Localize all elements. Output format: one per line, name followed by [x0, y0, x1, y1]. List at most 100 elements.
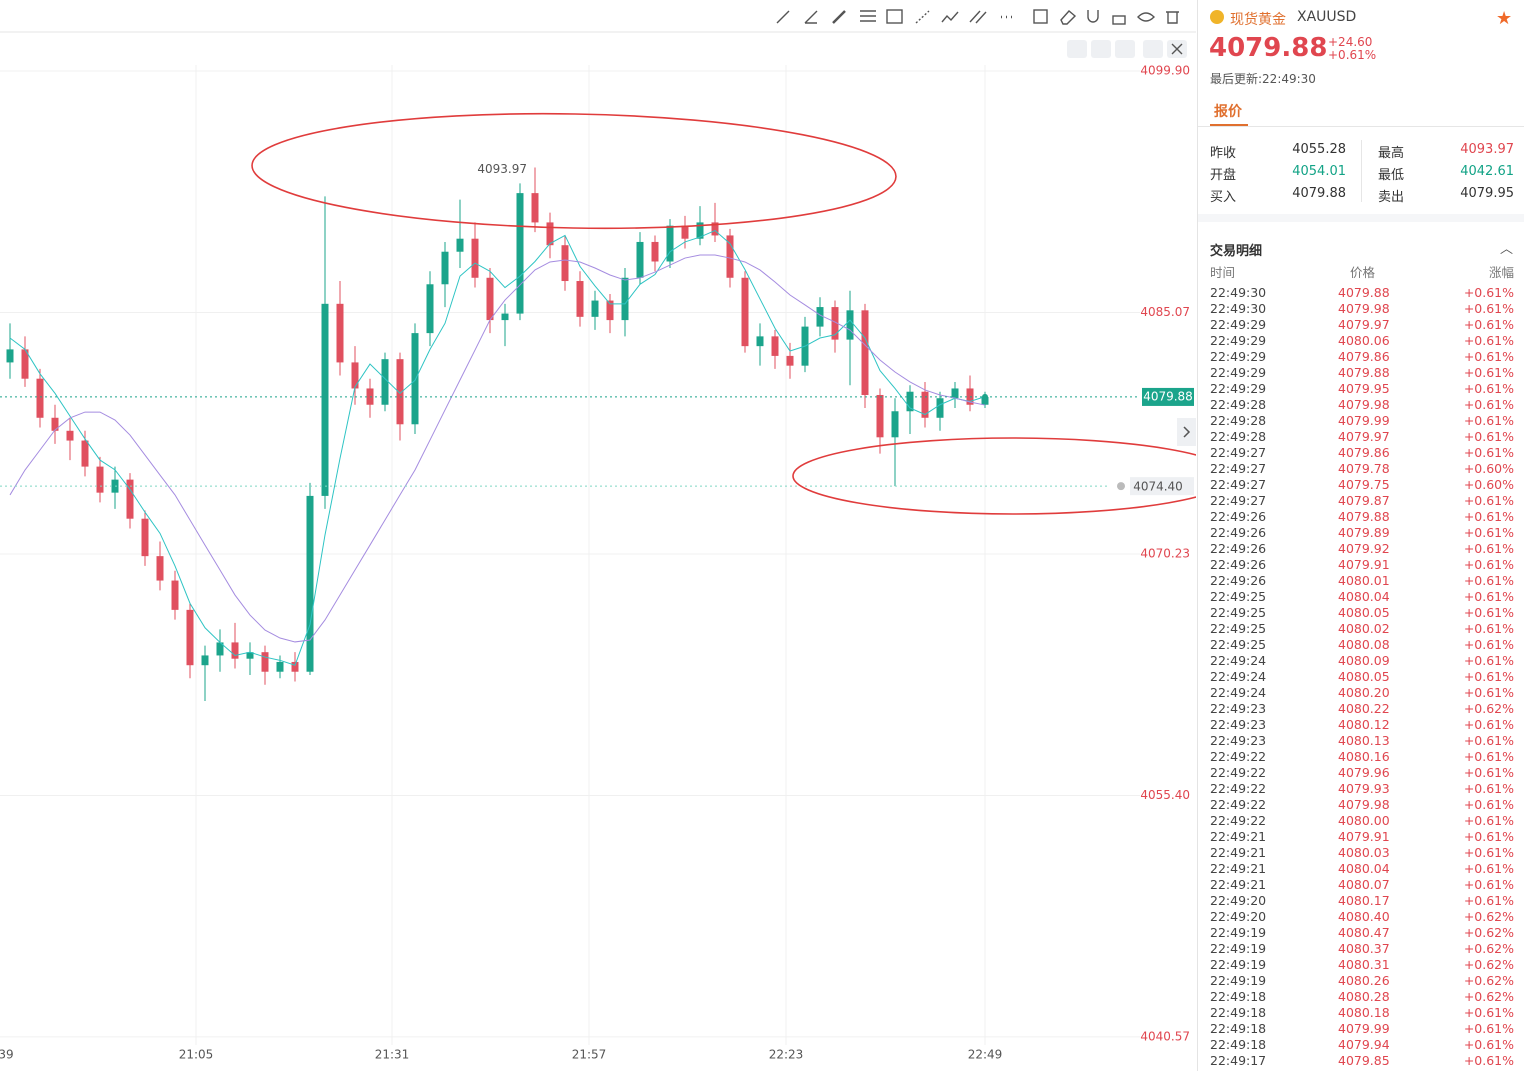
- trade-row: 22:49:30 4079.88 +0.61%: [1210, 285, 1514, 301]
- tool-channel[interactable]: [915, 10, 930, 24]
- trade-cell: 4079.89: [1338, 525, 1390, 540]
- trade-cell: 4080.01: [1338, 573, 1390, 588]
- trade-row: 22:49:22 4079.93 +0.61%: [1210, 781, 1514, 797]
- last-price-dot: [982, 393, 988, 400]
- trade-row: 22:49:27 4079.78 +0.60%: [1210, 461, 1514, 477]
- candle-body: [6, 349, 14, 363]
- candle-body: [21, 349, 29, 379]
- trade-cell: +0.60%: [1463, 477, 1514, 492]
- trade-cell: 4080.09: [1338, 653, 1390, 668]
- tool-segment[interactable]: [832, 10, 846, 24]
- trade-row: 22:49:22 4079.98 +0.61%: [1210, 797, 1514, 813]
- control-button[interactable]: [1067, 40, 1087, 58]
- collapse-icon[interactable]: ︿: [1500, 242, 1514, 257]
- trade-cell: +0.61%: [1463, 669, 1514, 684]
- tool-delete[interactable]: [1166, 11, 1179, 24]
- tool-magnet[interactable]: [1087, 10, 1099, 23]
- trade-row: 22:49:18 4079.94 +0.61%: [1210, 1037, 1514, 1053]
- control-button[interactable]: [1091, 40, 1111, 58]
- trade-cell: 22:49:29: [1210, 349, 1267, 364]
- trade-cell: +0.61%: [1463, 1005, 1514, 1020]
- field-value: 4042.61: [1460, 164, 1514, 179]
- tool-line[interactable]: [776, 10, 790, 24]
- trade-cell: 22:49:26: [1210, 525, 1267, 540]
- trade-cell: 4080.02: [1338, 621, 1390, 636]
- x-tick-label: 21:57: [572, 1048, 607, 1062]
- trade-row: 22:49:19 4080.26 +0.62%: [1210, 973, 1514, 989]
- trade-row: 22:49:18 4080.28 +0.62%: [1210, 989, 1514, 1005]
- tool-wave[interactable]: [941, 11, 959, 23]
- tool-ray[interactable]: [804, 10, 818, 24]
- trade-row: 22:49:29 4079.86 +0.61%: [1210, 349, 1514, 365]
- high-label: 4093.97: [477, 162, 527, 176]
- trade-cell: +0.61%: [1463, 557, 1514, 572]
- trade-cell: +0.61%: [1463, 685, 1514, 700]
- trade-row: 22:49:27 4079.75 +0.60%: [1210, 477, 1514, 493]
- candle-body: [546, 222, 554, 246]
- tool-fib[interactable]: [860, 10, 876, 22]
- candle-body: [771, 336, 779, 356]
- trade-cell: 4080.20: [1338, 685, 1390, 700]
- tool-eye[interactable]: [1137, 12, 1155, 22]
- divider: [1361, 140, 1362, 202]
- candle-body: [861, 310, 869, 395]
- trade-cell: 22:49:28: [1210, 413, 1267, 428]
- candle-body: [501, 313, 509, 321]
- trade-cell: +0.61%: [1463, 381, 1514, 396]
- y-tick-label: 4055.40: [1140, 788, 1190, 802]
- trade-cell: 4080.17: [1338, 893, 1390, 908]
- trade-row: 22:49:19 4080.31 +0.62%: [1210, 957, 1514, 973]
- trade-row: 22:49:26 4079.88 +0.61%: [1210, 509, 1514, 525]
- trade-cell: +0.61%: [1463, 445, 1514, 460]
- trade-row: 22:49:29 4079.95 +0.61%: [1210, 381, 1514, 397]
- section-gap: [1198, 214, 1524, 222]
- control-button[interactable]: [1143, 40, 1163, 58]
- trade-cell: 4079.86: [1338, 445, 1390, 460]
- trade-cell: 22:49:19: [1210, 957, 1267, 972]
- chart-controls: [1067, 40, 1196, 446]
- trade-cell: 22:49:25: [1210, 637, 1267, 652]
- trade-cell: +0.61%: [1463, 605, 1514, 620]
- candle-body: [321, 303, 329, 496]
- tool-eraser[interactable]: [1060, 10, 1077, 25]
- trade-row: 22:49:23 4080.12 +0.61%: [1210, 717, 1514, 733]
- field-value: 4054.01: [1292, 164, 1346, 179]
- trade-cell: +0.61%: [1463, 717, 1514, 732]
- tab[interactable]: 报价: [1214, 104, 1242, 120]
- trade-row: 22:49:22 4080.16 +0.61%: [1210, 749, 1514, 765]
- expand-button[interactable]: [1177, 418, 1196, 446]
- candle-body: [246, 652, 254, 659]
- trade-cell: 22:49:19: [1210, 925, 1267, 940]
- tool-note[interactable]: [1033, 9, 1048, 24]
- trade-row: 22:49:19 4080.47 +0.62%: [1210, 925, 1514, 941]
- trade-row: 22:49:28 4079.97 +0.61%: [1210, 429, 1514, 445]
- tool-parallel[interactable]: [969, 10, 987, 24]
- trade-cell: +0.61%: [1463, 285, 1514, 300]
- candle-body: [621, 277, 629, 321]
- trade-row: 22:49:26 4079.89 +0.61%: [1210, 525, 1514, 541]
- tool-rect[interactable]: [886, 9, 903, 24]
- trade-cell: 22:49:28: [1210, 397, 1267, 412]
- trade-row: 22:49:29 4079.88 +0.61%: [1210, 365, 1514, 381]
- candle-body: [201, 655, 209, 666]
- candle-body: [786, 355, 794, 366]
- trade-cell: 22:49:26: [1210, 557, 1267, 572]
- trade-cell: +0.61%: [1463, 509, 1514, 524]
- trade-cell: +0.61%: [1463, 525, 1514, 540]
- trade-row: 22:49:25 4080.04 +0.61%: [1210, 589, 1514, 605]
- trade-cell: 22:49:20: [1210, 893, 1267, 908]
- favorite-star[interactable]: ★: [1496, 8, 1513, 29]
- trade-cell: 22:49:22: [1210, 749, 1267, 764]
- last-update: 最后更新:22:49:30: [1210, 72, 1316, 86]
- trade-cell: 22:49:25: [1210, 589, 1267, 604]
- candle-body: [981, 396, 989, 405]
- tool-lock[interactable]: [1112, 15, 1126, 25]
- candle-body: [51, 417, 59, 431]
- alert-icon: [1117, 482, 1125, 491]
- control-button[interactable]: [1115, 40, 1135, 58]
- candle-body: [81, 440, 89, 467]
- price-change-pct: +0.61%: [1328, 48, 1377, 62]
- trade-cell: 22:49:19: [1210, 973, 1267, 988]
- trade-row: 22:49:26 4079.92 +0.61%: [1210, 541, 1514, 557]
